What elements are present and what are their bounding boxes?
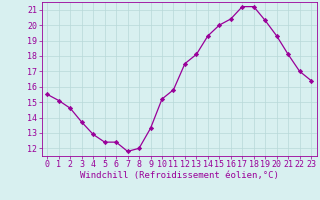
X-axis label: Windchill (Refroidissement éolien,°C): Windchill (Refroidissement éolien,°C)	[80, 171, 279, 180]
